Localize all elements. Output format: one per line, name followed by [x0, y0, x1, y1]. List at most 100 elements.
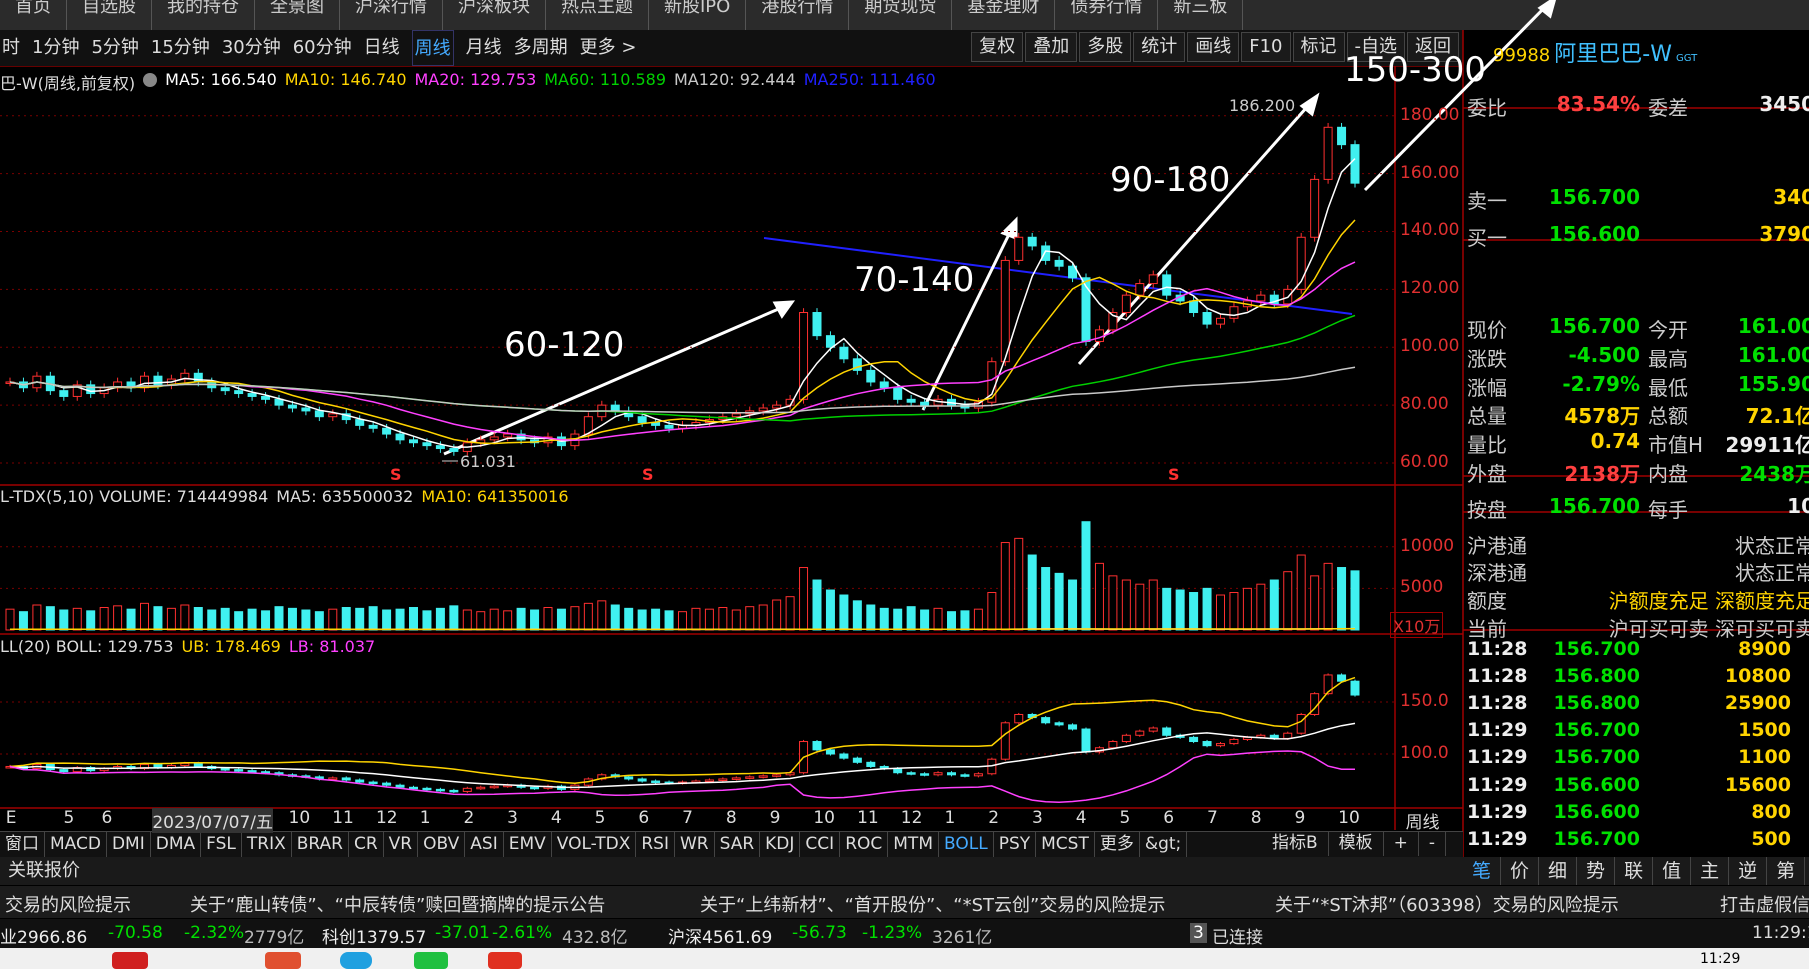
template-tab[interactable]: 指标B	[1262, 831, 1329, 856]
boll-candle	[1000, 722, 1010, 760]
indicator-tab[interactable]: CR	[349, 832, 384, 858]
tool-button[interactable]: 返回	[1407, 32, 1459, 62]
menu-item[interactable]: 新股IPO	[649, 0, 747, 30]
indicator-tab[interactable]: MTM	[888, 832, 939, 858]
field-value: 状态正常	[1735, 561, 1809, 585]
indicator-tab[interactable]: 更多	[1095, 832, 1140, 858]
side-tab[interactable]: 细	[1539, 857, 1578, 885]
app-icon[interactable]	[340, 952, 372, 969]
indicator-tab[interactable]: VR	[384, 832, 419, 858]
tool-button[interactable]: 画线	[1187, 32, 1240, 62]
news-item[interactable]: 交易的风险提示	[5, 895, 131, 916]
template-tab[interactable]: -	[1419, 831, 1447, 856]
indicator-tab[interactable]: SAR	[715, 832, 761, 858]
period-tab[interactable]: 月线	[465, 37, 502, 58]
side-tab[interactable]: 第	[1767, 857, 1806, 885]
app-icon[interactable]	[265, 952, 301, 969]
indicator-tab[interactable]: OBV	[418, 832, 466, 858]
news-item[interactable]: 关于“鹿山转债”、“中辰转债”赎回暨摘牌的提示公告	[190, 895, 606, 916]
template-tab[interactable]: 模板	[1329, 831, 1384, 856]
indicator-tab[interactable]: CCI	[800, 832, 841, 858]
period-tab[interactable]: 日线	[363, 37, 400, 58]
news-item[interactable]: 关于“上纬新材”、“首开股份”、“*ST云创”交易的风险提示	[700, 895, 1166, 916]
period-tab[interactable]: 更多 >	[579, 37, 637, 58]
x-tick-label: 周线	[1405, 813, 1440, 833]
menu-item[interactable]: 期货现货	[849, 0, 953, 30]
indicator-tab[interactable]: ASI	[465, 832, 504, 858]
news-item[interactable]: 关于“*ST沐邦”（603398）交易的风险提示	[1275, 895, 1619, 916]
indicator-tab[interactable]: MACD	[45, 832, 107, 858]
field-value: 161.00	[1737, 314, 1809, 338]
menu-item[interactable]: 沪深行情	[340, 0, 443, 30]
template-tab[interactable]: +	[1384, 831, 1419, 856]
indicator-tab[interactable]: VOL-TDX	[552, 832, 637, 858]
period-tab[interactable]: 1分钟	[32, 37, 80, 58]
indicator-tab[interactable]: MCST	[1036, 832, 1095, 858]
menu-item[interactable]: 全景图	[255, 0, 340, 30]
field-label: 按盘	[1467, 498, 1507, 522]
indicator-tab[interactable]: TRIX	[242, 832, 292, 858]
app-icon[interactable]	[112, 952, 148, 969]
side-tab[interactable]: 势	[1577, 857, 1616, 885]
menu-item[interactable]: 新三板	[1158, 0, 1244, 30]
side-tab[interactable]: 值	[1653, 857, 1692, 885]
clock: 11:29:1	[1752, 923, 1809, 943]
x-tick-label: 6	[101, 808, 113, 828]
indicator-tab[interactable]: KDJ	[760, 832, 801, 858]
indicator-tab[interactable]: EMV	[504, 832, 552, 858]
trade-time: 11:28	[1467, 665, 1528, 688]
candle	[287, 404, 297, 409]
menu-item[interactable]: 热点主题	[546, 0, 649, 30]
period-tab[interactable]: 周线	[411, 30, 454, 66]
indicator-tab[interactable]: BRAR	[292, 832, 349, 858]
menu-item[interactable]: 我的持仓	[152, 0, 255, 30]
period-tab[interactable]: 30分钟	[221, 37, 281, 58]
indicator-tab[interactable]: ROC	[840, 832, 889, 858]
tool-button[interactable]: F10	[1241, 32, 1291, 62]
indicator-tab[interactable]: WR	[675, 832, 715, 858]
menu-item[interactable]: 港股行情	[746, 0, 850, 30]
period-tab[interactable]: 多周期	[513, 37, 568, 58]
volume-bar	[987, 592, 997, 631]
period-tab[interactable]: 5分钟	[91, 37, 139, 58]
app-icon[interactable]	[414, 952, 448, 969]
side-tab[interactable]: 价	[1501, 857, 1540, 885]
tool-button[interactable]: 叠加	[1025, 32, 1078, 62]
app-icon[interactable]	[488, 952, 522, 969]
x-tick-label: 11	[332, 808, 354, 828]
side-tab[interactable]: 逆	[1729, 857, 1768, 885]
indicator-tab[interactable]: 窗口	[0, 832, 45, 858]
menu-item[interactable]: 基金理财	[952, 0, 1056, 30]
menu-item[interactable]: 首页	[0, 0, 67, 30]
menu-item[interactable]: 债券行情	[1055, 0, 1159, 30]
indicator-tab[interactable]: DMI	[107, 832, 151, 858]
trade-price: 156.700	[1553, 638, 1640, 660]
indicator-tab[interactable]: BOLL	[939, 832, 994, 858]
indicator-tab[interactable]: FSL	[201, 832, 242, 858]
side-tab[interactable]: 笔	[1463, 857, 1502, 885]
period-tab[interactable]: 15分钟	[150, 37, 210, 58]
tool-button[interactable]: 标记	[1292, 32, 1345, 62]
tool-button[interactable]: 复权	[971, 32, 1024, 62]
side-tab[interactable]: 主	[1691, 857, 1730, 885]
indicator-tab[interactable]: RSI	[636, 832, 675, 858]
indicator-tab[interactable]: &gt;	[1140, 832, 1188, 858]
volume-bar	[1121, 579, 1131, 631]
indicator-tab[interactable]: PSY	[994, 832, 1037, 858]
news-item[interactable]: 打击虚假信息，	[1720, 895, 1809, 916]
period-tab[interactable]: 时	[2, 37, 20, 58]
tool-button[interactable]: -自选	[1346, 32, 1405, 62]
trade-price: 156.700	[1553, 746, 1640, 769]
tool-button[interactable]: 统计	[1133, 32, 1186, 62]
quote-panel: 99988 阿里巴巴-W GGT 委比 83.54% 委差 3450 卖一 156.700 340…	[1463, 30, 1809, 857]
ma-label: MA250: 111.460	[803, 70, 936, 89]
menu-item[interactable]: 沪深板块	[443, 0, 546, 30]
indicator-tab[interactable]: DMA	[151, 832, 202, 858]
period-tab[interactable]: 60分钟	[292, 37, 352, 58]
volume-bar	[59, 609, 69, 631]
tool-button[interactable]: 多股	[1079, 32, 1132, 62]
boll-candle	[637, 778, 647, 782]
candle	[72, 384, 82, 397]
side-tab[interactable]: 联	[1615, 857, 1654, 885]
menu-item[interactable]: 自选股	[67, 0, 152, 30]
